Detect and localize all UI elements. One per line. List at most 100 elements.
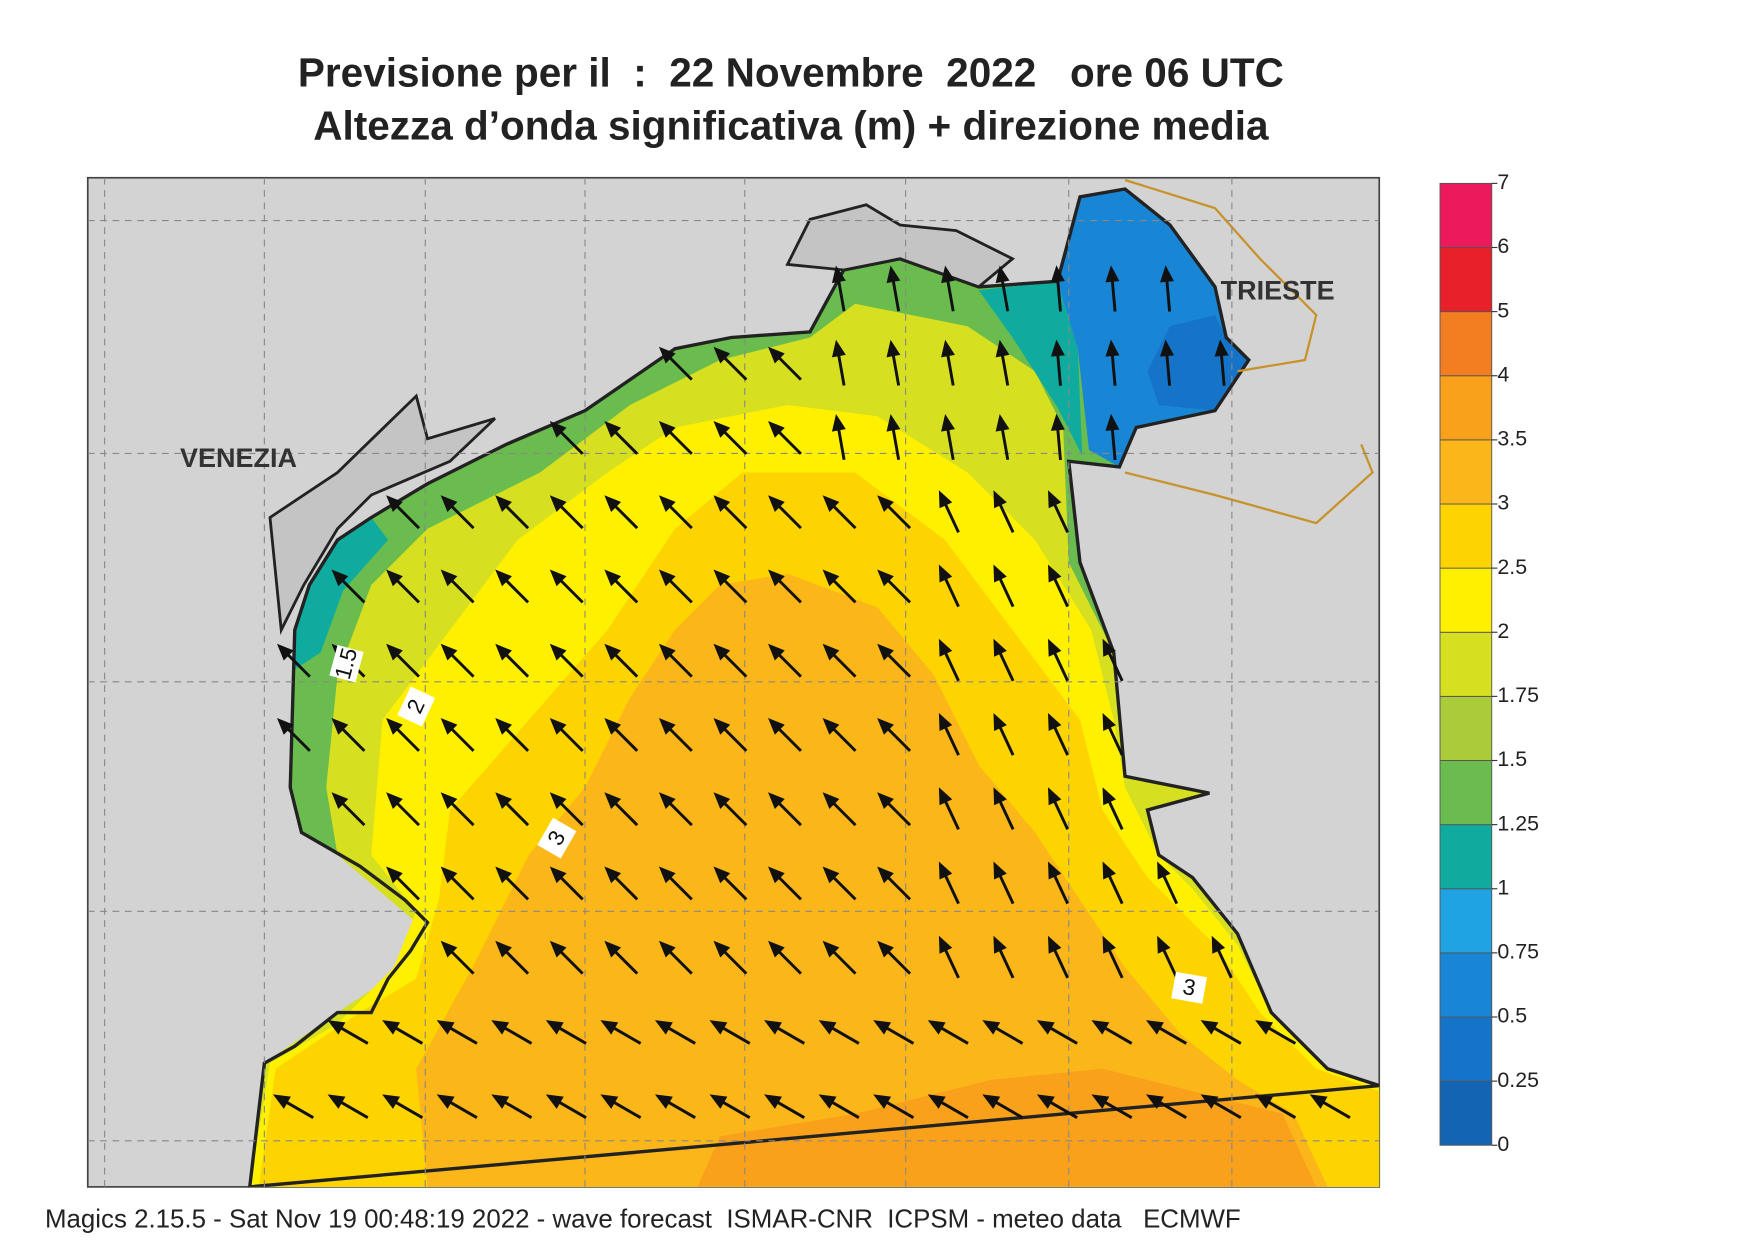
direction-arrow [941,414,955,461]
colorbar-segment [1439,631,1493,697]
direction-arrow [386,717,421,752]
label-box [329,645,364,683]
direction-arrow [600,1020,642,1045]
direction-arrow [831,339,846,386]
contour-label: 3 [537,817,577,859]
direction-arrow [713,717,748,752]
direction-arrow [764,1094,806,1119]
colorbar-segment [1439,311,1493,377]
direction-arrow [549,495,584,530]
colorbar-segment [1439,824,1493,890]
direction-arrow [995,265,1010,312]
direction-arrow [822,569,857,604]
direction-arrow [549,866,584,901]
direction-arrow [713,866,748,901]
direction-arrow [495,717,530,752]
direction-arrow [1048,564,1069,608]
direction-arrow [1050,413,1065,461]
direction-arrow [549,643,584,678]
direction-arrow [818,1094,860,1119]
direction-arrow [604,569,639,604]
colorbar-tick-label: 0.75 [1497,940,1539,964]
direction-arrow [822,717,857,752]
direction-arrow [654,1020,696,1045]
direction-arrow [768,495,802,530]
direction-arrow [1050,265,1065,312]
direction-arrow [1102,712,1124,756]
direction-arrow [927,1020,969,1045]
colorbar-tick-label: 5 [1497,298,1509,322]
direction-arrow [818,1020,860,1045]
direction-arrow [713,495,748,530]
direction-arrow [604,420,639,455]
direction-arrow [993,490,1015,533]
direction-arrow [440,717,475,752]
direction-arrow [822,495,857,530]
direction-arrow [993,564,1015,608]
colorbar-tick-label: 3 [1497,491,1509,515]
direction-arrow [713,420,748,455]
wave-zone [416,573,1328,1187]
direction-arrow [713,940,748,975]
direction-arrow [993,638,1015,682]
direction-arrow [386,792,421,827]
direction-arrow [995,414,1010,461]
colorbar-tick-label: 1.25 [1497,811,1539,835]
direction-arrow [1309,1094,1351,1119]
direction-arrow [1048,712,1069,756]
direction-arrow [877,940,912,975]
direction-arrow [1036,1020,1078,1045]
direction-arrow [1255,1020,1297,1045]
lagoon-land [785,203,1016,289]
direction-arrow [877,717,912,752]
direction-arrow [658,940,693,975]
direction-arrow [1105,265,1120,312]
colorbar-tick-label: 1.75 [1497,683,1539,707]
direction-arrow [331,717,366,752]
direction-arrow [982,1094,1024,1119]
direction-arrow [1102,787,1124,830]
direction-arrow [1157,935,1179,979]
colorbar-segment [1439,439,1493,505]
colorbar-tick-label: 2.5 [1497,555,1527,579]
direction-arrow [993,935,1015,979]
direction-arrow [549,420,584,455]
direction-arrow [941,265,955,312]
direction-arrow [886,265,901,312]
direction-arrow [768,643,802,678]
grid-line [87,177,1380,1187]
direction-arrow [495,495,530,530]
contour-label-text: 3 [1181,974,1198,1001]
direction-arrow [938,935,960,979]
arrows [272,265,1351,1119]
direction-arrow [549,569,584,604]
direction-arrow [768,866,802,901]
colorbar-tick-label: 0.5 [1497,1004,1527,1028]
direction-arrow [331,792,366,827]
direction-arrow [1048,638,1069,682]
direction-arrow [386,569,421,604]
direction-arrow [1105,339,1120,386]
label-box [537,817,577,859]
direction-arrow [658,495,693,530]
direction-arrow [440,495,475,530]
direction-arrow [877,643,912,678]
direction-arrow [1048,787,1069,830]
direction-arrow [1160,339,1175,386]
title-line: Previsione per il : 22 Novembre 2022 ore… [298,50,1284,96]
direction-arrow [993,861,1015,905]
colorbar-tick-label: 7 [1497,170,1509,194]
footer: Magics 2.15.5 - Sat Nov 19 00:48:19 2022… [45,1205,1241,1233]
contour-labels: 1.5 2 3 3 [329,645,1207,1004]
wave-zone [1147,315,1249,411]
direction-arrow [938,712,960,756]
direction-arrow [1157,861,1179,905]
place-label: TRIESTE [1221,275,1335,305]
direction-arrow [822,866,857,901]
direction-arrow [658,346,693,381]
contour-label: 3 [1171,971,1207,1004]
direction-arrow [995,339,1010,386]
colorbar-tick-label: 1 [1497,875,1509,899]
direction-arrow [604,940,639,975]
direction-arrow [993,787,1015,830]
